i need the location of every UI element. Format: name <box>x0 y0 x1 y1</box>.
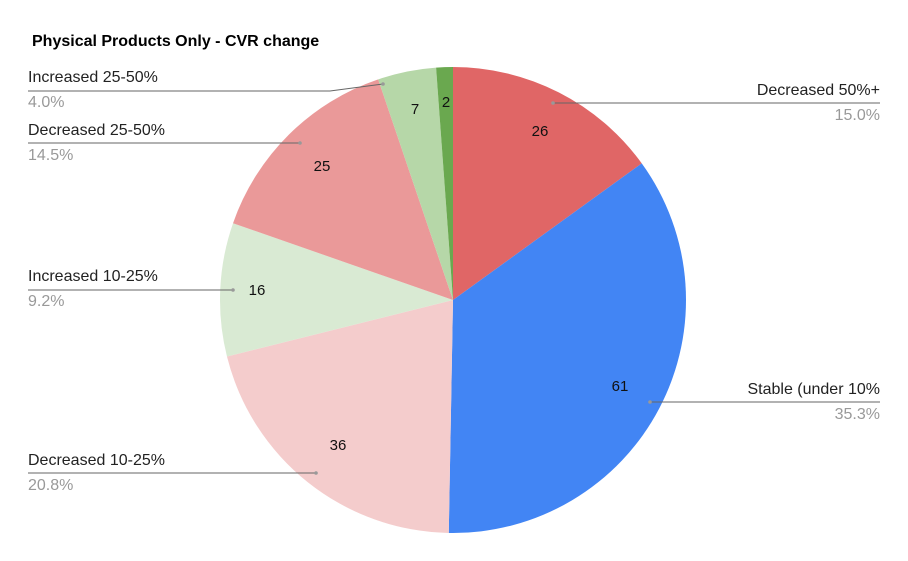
pie-slice <box>220 223 453 357</box>
percent-label: 14.5% <box>28 147 73 164</box>
percent-label: 35.3% <box>835 406 880 423</box>
legend-label: Stable (under 10% <box>747 381 880 398</box>
legend-label: Decreased 50%+ <box>757 82 880 99</box>
value-label: 36 <box>330 437 347 454</box>
legend-label: Decreased 10-25% <box>28 452 165 469</box>
pie-slice <box>436 67 453 300</box>
leader-dot <box>381 82 385 86</box>
leader-dot <box>648 400 652 404</box>
leader-dot <box>551 101 555 105</box>
pie-slice <box>378 67 453 301</box>
leader-dot <box>231 288 235 292</box>
pie-slice <box>226 300 453 533</box>
value-label: 2 <box>442 94 450 111</box>
pie-slice <box>453 67 642 300</box>
leader-line <box>28 83 384 92</box>
value-label: 16 <box>249 282 266 299</box>
value-label: 25 <box>314 158 331 175</box>
percent-label: 4.0% <box>28 94 64 111</box>
pie-slice <box>233 79 453 300</box>
percent-label: 20.8% <box>28 477 73 494</box>
percent-label: 9.2% <box>28 293 64 310</box>
legend-label: Decreased 25-50% <box>28 122 165 139</box>
percent-label: 15.0% <box>835 107 880 124</box>
legend-label: Increased 25-50% <box>28 69 158 86</box>
leader-dot <box>314 471 318 475</box>
legend-label: Increased 10-25% <box>28 268 158 285</box>
chart-title: Physical Products Only - CVR change <box>32 33 319 50</box>
value-label: 61 <box>612 378 629 395</box>
pie-slice <box>448 163 686 534</box>
value-label: 26 <box>532 123 549 140</box>
value-label: 7 <box>411 101 419 118</box>
leader-dot <box>298 141 302 145</box>
